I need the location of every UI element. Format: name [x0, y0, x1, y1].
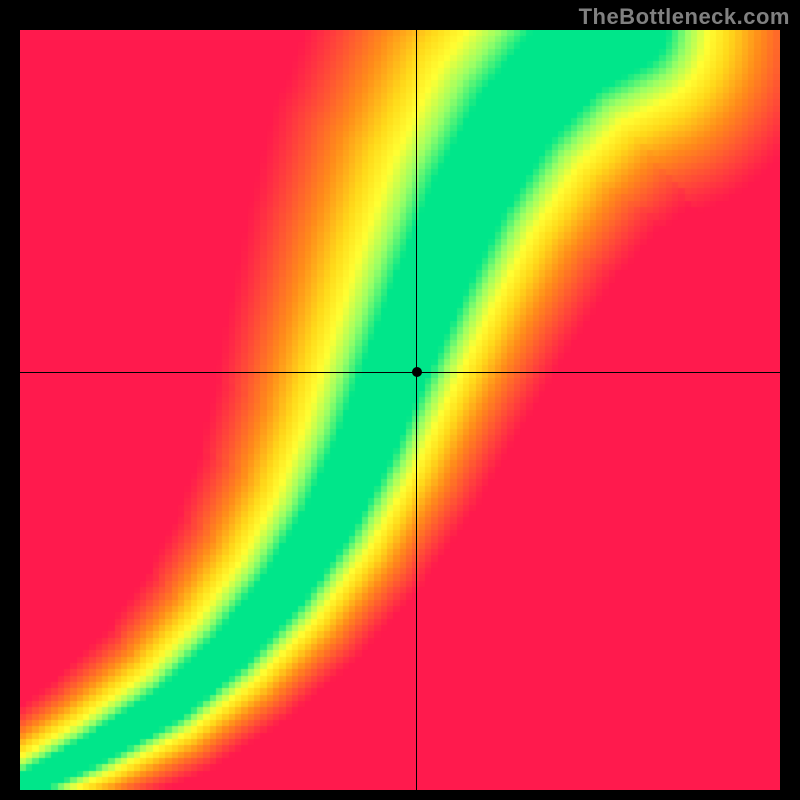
bottleneck-heatmap	[20, 30, 780, 790]
chart-container: TheBottleneck.com	[0, 0, 800, 800]
crosshair-horizontal	[20, 372, 780, 373]
watermark-text: TheBottleneck.com	[579, 4, 790, 30]
crosshair-vertical	[416, 30, 417, 790]
crosshair-marker	[412, 367, 422, 377]
